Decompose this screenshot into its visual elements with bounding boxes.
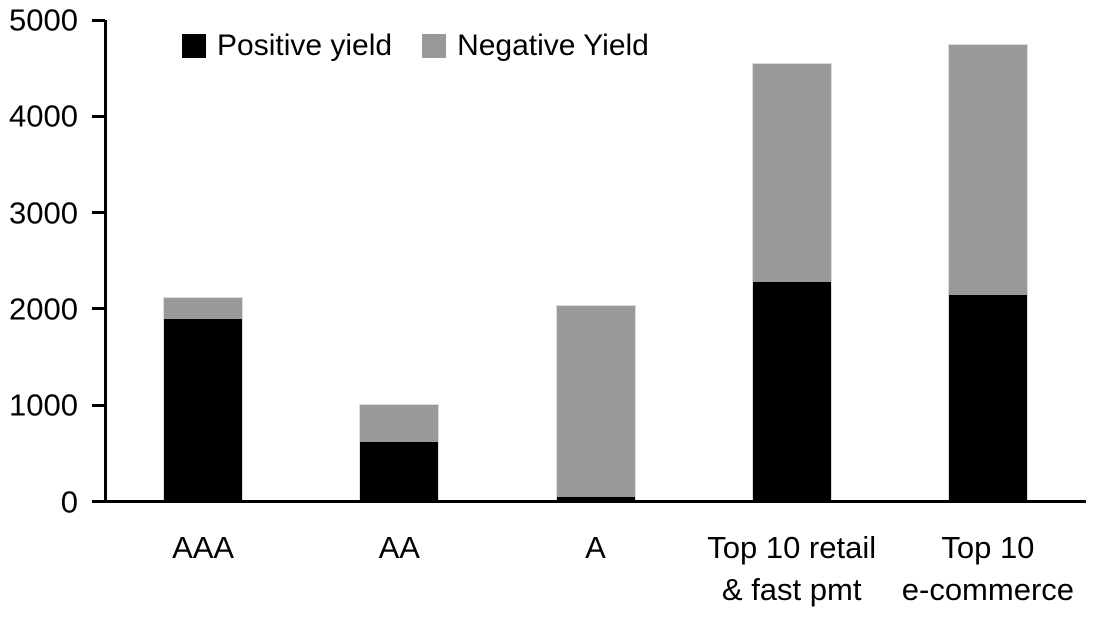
bar-segment-positive-yield xyxy=(752,281,831,502)
bar-segment-negative-yield xyxy=(360,405,439,442)
bar-segment-positive-yield xyxy=(164,318,243,502)
y-tick-label: 5000 xyxy=(9,2,78,38)
y-tick-label: 4000 xyxy=(9,98,78,134)
legend-item-negative-yield: Negative Yield xyxy=(422,31,649,61)
legend-swatch-positive-yield xyxy=(182,34,206,58)
x-category-label: AA xyxy=(378,530,420,565)
y-tick-mark xyxy=(92,500,105,503)
legend-swatch-negative-yield xyxy=(422,34,447,58)
y-axis-line xyxy=(104,20,107,503)
x-category-label: Top 10 retail & fast pmt xyxy=(707,530,877,607)
y-tick-label: 1000 xyxy=(9,387,78,423)
y-tick-mark xyxy=(92,307,105,311)
legend-label: Positive yield xyxy=(217,29,393,62)
y-tick-mark xyxy=(92,211,105,215)
y-tick-mark xyxy=(92,114,105,118)
bar-segment-positive-yield xyxy=(360,441,439,502)
legend-label: Negative Yield xyxy=(457,29,649,62)
bar-segment-negative-yield xyxy=(556,306,635,497)
legend-item-positive-yield: Positive yield xyxy=(182,31,392,61)
x-category-label: Top 10 e-commerce xyxy=(901,530,1075,607)
y-tick-mark xyxy=(92,18,105,22)
y-tick-mark xyxy=(92,403,105,407)
y-tick-label: 2000 xyxy=(9,291,78,327)
y-tick-label: 3000 xyxy=(9,195,78,231)
bar-segment-negative-yield xyxy=(948,45,1027,296)
bar-segment-negative-yield xyxy=(752,64,831,282)
x-category-label: A xyxy=(585,530,606,565)
chart-legend: Positive yield Negative Yield xyxy=(182,31,649,61)
x-category-label: AAA xyxy=(172,530,235,565)
x-axis-line xyxy=(93,500,1086,503)
y-tick-label: 0 xyxy=(60,484,78,519)
bar-segment-positive-yield xyxy=(948,295,1027,502)
bar-segment-positive-yield xyxy=(556,496,635,502)
bar-segment-negative-yield xyxy=(164,298,243,319)
